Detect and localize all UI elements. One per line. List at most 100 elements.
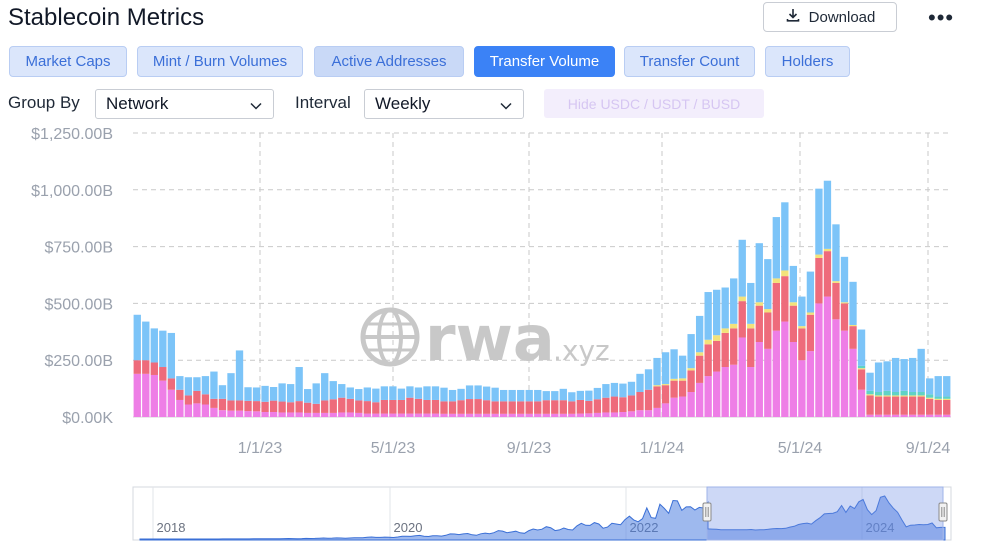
bar-segment[interactable] — [755, 302, 763, 306]
bar-segment[interactable] — [295, 412, 303, 417]
bar-segment[interactable] — [142, 321, 150, 361]
bar-segment[interactable] — [678, 378, 687, 381]
bar-segment[interactable] — [934, 398, 942, 400]
bar-segment[interactable] — [602, 384, 610, 398]
bar-segment[interactable] — [900, 414, 908, 417]
bar-segment[interactable] — [798, 360, 806, 417]
bar-segment[interactable] — [235, 400, 244, 411]
bar-segment[interactable] — [525, 389, 533, 402]
bar-segment[interactable] — [448, 389, 457, 402]
bar-segment[interactable] — [943, 396, 951, 399]
bar-segment[interactable] — [934, 399, 942, 415]
navigator-handle[interactable] — [938, 502, 948, 522]
bar-segment[interactable] — [721, 328, 729, 333]
bar-segment[interactable] — [372, 388, 380, 403]
bar-segment[interactable] — [431, 386, 440, 400]
bar-segment[interactable] — [636, 392, 644, 411]
bar-segment[interactable] — [499, 389, 508, 402]
bar-segment[interactable] — [627, 381, 636, 396]
bar-segment[interactable] — [823, 180, 832, 249]
bar-segment[interactable] — [304, 412, 312, 417]
bar-segment[interactable] — [891, 357, 900, 393]
bar-segment[interactable] — [815, 254, 823, 258]
bar-segment[interactable] — [389, 386, 397, 400]
bar-segment[interactable] — [670, 349, 678, 379]
bar-segment[interactable] — [346, 387, 354, 399]
bar-segment[interactable] — [150, 374, 158, 417]
bar-segment[interactable] — [465, 399, 474, 414]
interval-select[interactable]: Weekly — [364, 89, 524, 119]
bar-segment[interactable] — [934, 376, 942, 397]
bar-segment[interactable] — [713, 371, 721, 417]
bar-segment[interactable] — [917, 395, 925, 397]
bar-segment[interactable] — [338, 384, 346, 398]
bar-segment[interactable] — [201, 394, 210, 405]
bar-segment[interactable] — [721, 287, 729, 329]
bar-segment[interactable] — [840, 330, 849, 417]
bar-segment[interactable] — [857, 329, 866, 366]
bar-segment[interactable] — [184, 395, 193, 405]
bar-segment[interactable] — [133, 373, 141, 417]
bar-segment[interactable] — [695, 355, 704, 383]
bar-segment[interactable] — [517, 413, 525, 417]
bar-segment[interactable] — [559, 388, 567, 401]
bar-segment[interactable] — [465, 385, 474, 400]
group-by-select[interactable]: Network — [95, 89, 274, 119]
bar-segment[interactable] — [551, 391, 559, 401]
bar-segment[interactable] — [133, 314, 141, 361]
bar-segment[interactable] — [866, 395, 874, 415]
bar-segment[interactable] — [440, 387, 448, 402]
bar-segment[interactable] — [363, 401, 371, 414]
bar-segment[interactable] — [823, 251, 832, 297]
bar-segment[interactable] — [781, 276, 789, 322]
bar-segment[interactable] — [815, 257, 823, 304]
bar-segment[interactable] — [789, 342, 798, 417]
bar-segment[interactable] — [636, 410, 644, 417]
bar-segment[interactable] — [653, 407, 661, 417]
bar-segment[interactable] — [517, 389, 525, 402]
bar-segment[interactable] — [534, 413, 542, 417]
bar-segment[interactable] — [304, 389, 312, 403]
bar-segment[interactable] — [908, 395, 917, 397]
navigator-handle[interactable] — [702, 502, 712, 522]
bar-segment[interactable] — [695, 382, 704, 417]
bar-segment[interactable] — [295, 401, 303, 413]
tab-transfer-count[interactable]: Transfer Count — [624, 46, 755, 77]
bar-segment[interactable] — [849, 281, 857, 325]
bar-segment[interactable] — [227, 373, 235, 401]
bar-segment[interactable] — [321, 373, 329, 401]
bar-segment[interactable] — [261, 401, 269, 412]
bar-segment[interactable] — [619, 383, 627, 398]
bar-segment[interactable] — [474, 399, 482, 414]
bar-segment[interactable] — [167, 389, 176, 417]
bar-segment[interactable] — [866, 414, 874, 417]
bar-segment[interactable] — [738, 337, 746, 417]
bar-segment[interactable] — [448, 413, 457, 417]
bar-segment[interactable] — [900, 396, 908, 415]
bar-segment[interactable] — [261, 412, 269, 417]
bar-segment[interactable] — [593, 387, 602, 400]
bar-segment[interactable] — [917, 396, 925, 415]
bar-segment[interactable] — [789, 305, 798, 343]
bar-segment[interactable] — [627, 411, 636, 417]
bar-segment[interactable] — [738, 301, 746, 338]
bar-segment[interactable] — [806, 314, 815, 352]
bar-segment[interactable] — [687, 370, 695, 392]
bar-segment[interactable] — [491, 387, 499, 402]
bar-segment[interactable] — [568, 413, 576, 417]
bar-segment[interactable] — [874, 392, 883, 396]
bar-segment[interactable] — [917, 392, 925, 396]
bar-segment[interactable] — [840, 256, 849, 303]
bar-segment[interactable] — [755, 243, 763, 303]
bar-segment[interactable] — [900, 359, 908, 391]
bar-segment[interactable] — [866, 390, 874, 395]
bar-segment[interactable] — [295, 367, 303, 402]
bar-segment[interactable] — [312, 383, 320, 404]
bar-segment[interactable] — [355, 389, 363, 401]
bar-segment[interactable] — [832, 319, 840, 417]
bar-segment[interactable] — [346, 398, 354, 413]
bar-segment[interactable] — [457, 413, 465, 417]
bar-segment[interactable] — [883, 414, 891, 417]
tab-market-caps[interactable]: Market Caps — [9, 46, 127, 77]
bar-segment[interactable] — [610, 382, 619, 397]
